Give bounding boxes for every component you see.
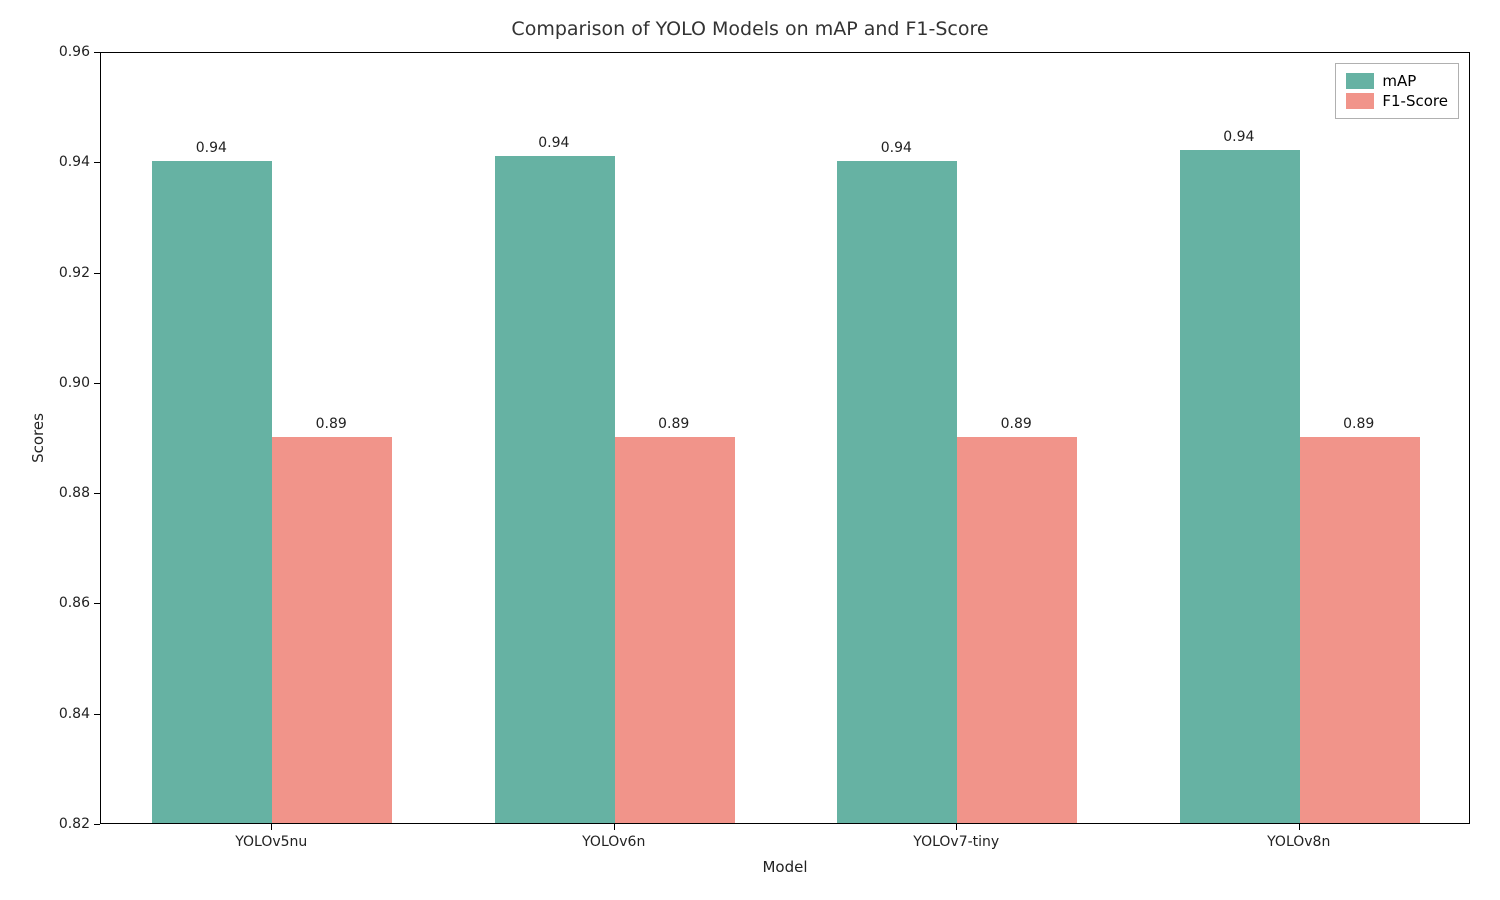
bar [495, 156, 615, 823]
xtick-mark [956, 824, 957, 830]
ytick-mark [94, 824, 100, 825]
bar-value-label: 0.89 [316, 416, 347, 432]
ytick-label: 0.86 [59, 595, 90, 611]
ytick-mark [94, 603, 100, 604]
legend-item: mAP [1346, 72, 1448, 90]
bar [272, 437, 392, 823]
bar [615, 437, 735, 823]
ytick-mark [94, 714, 100, 715]
xtick-label: YOLOv5nu [235, 834, 307, 850]
xtick-mark [271, 824, 272, 830]
xtick-label: YOLOv8n [1267, 834, 1330, 850]
bar-value-label: 0.89 [658, 416, 689, 432]
ytick-mark [94, 273, 100, 274]
legend-swatch [1346, 93, 1374, 109]
legend-label: mAP [1382, 72, 1416, 90]
bar [152, 161, 272, 823]
ytick-label: 0.96 [59, 44, 90, 60]
ytick-mark [94, 162, 100, 163]
bar-value-label: 0.89 [1343, 416, 1374, 432]
bar-value-label: 0.94 [881, 140, 912, 156]
ytick-label: 0.88 [59, 485, 90, 501]
legend-item: F1-Score [1346, 92, 1448, 110]
bar-value-label: 0.94 [1223, 129, 1254, 145]
xtick-label: YOLOv6n [582, 834, 645, 850]
xtick-label: YOLOv7-tiny [913, 834, 999, 850]
x-axis-label: Model [762, 858, 807, 876]
bar-value-label: 0.94 [538, 135, 569, 151]
legend: mAP F1-Score [1335, 63, 1459, 119]
ytick-label: 0.84 [59, 706, 90, 722]
chart-title: Comparison of YOLO Models on mAP and F1-… [511, 18, 988, 40]
plot-area: mAP F1-Score [100, 52, 1470, 824]
xtick-mark [614, 824, 615, 830]
ytick-label: 0.92 [59, 265, 90, 281]
legend-swatch [1346, 73, 1374, 89]
ytick-label: 0.90 [59, 375, 90, 391]
bar-value-label: 0.89 [1001, 416, 1032, 432]
chart-container: Comparison of YOLO Models on mAP and F1-… [0, 0, 1500, 900]
bar [1300, 437, 1420, 823]
legend-label: F1-Score [1382, 92, 1448, 110]
ytick-label: 0.94 [59, 154, 90, 170]
bar-value-label: 0.94 [196, 140, 227, 156]
bar [1180, 150, 1300, 823]
ytick-label: 0.82 [59, 816, 90, 832]
bar [837, 161, 957, 823]
ytick-mark [94, 52, 100, 53]
bar [957, 437, 1077, 823]
ytick-mark [94, 493, 100, 494]
y-axis-label: Scores [29, 413, 47, 463]
ytick-mark [94, 383, 100, 384]
xtick-mark [1299, 824, 1300, 830]
